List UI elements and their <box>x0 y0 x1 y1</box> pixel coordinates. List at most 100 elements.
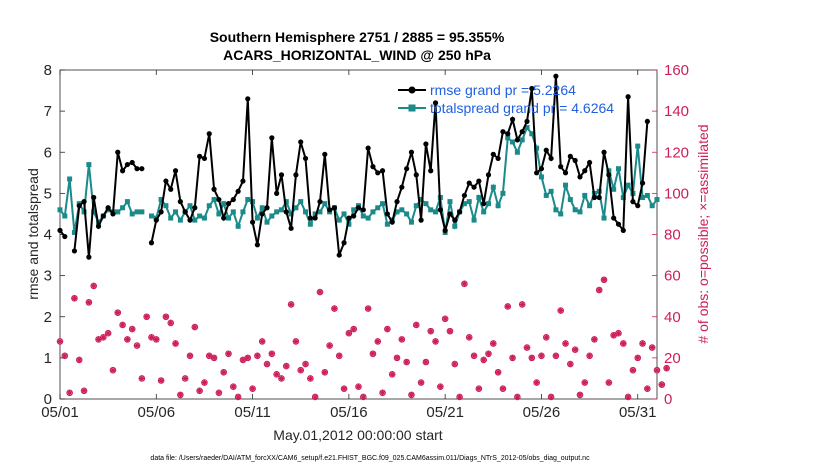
rmse-point <box>375 170 381 176</box>
spread-point <box>611 186 617 192</box>
spread-point <box>177 217 183 223</box>
spread-point <box>303 209 309 215</box>
obs-assimilated-point <box>206 352 213 359</box>
obs-assimilated-point <box>620 340 627 347</box>
rmse-point <box>317 199 323 205</box>
rmse-point <box>534 170 540 176</box>
spread-point <box>365 215 371 221</box>
y-tick-label-right: 20 <box>664 350 681 367</box>
y-tick-label-right: 160 <box>664 62 689 79</box>
spread-point <box>543 192 549 198</box>
obs-assimilated-point <box>220 369 227 376</box>
spread-point <box>317 209 323 215</box>
obs-assimilated-point <box>596 287 603 294</box>
rmse-point <box>500 129 506 135</box>
obs-assimilated-point <box>466 334 473 341</box>
rmse-point <box>543 147 549 153</box>
spread-point <box>158 197 164 203</box>
obs-assimilated-point <box>215 389 222 396</box>
spread-point <box>485 201 491 207</box>
obs-assimilated-point <box>307 375 314 382</box>
spread-point <box>534 145 540 151</box>
obs-assimilated-point <box>177 391 184 398</box>
obs-assimilated-point <box>273 371 280 378</box>
obs-assimilated-point <box>591 336 598 343</box>
rmse-point <box>620 227 626 233</box>
obs-assimilated-point <box>615 330 622 337</box>
rmse-point <box>360 207 366 213</box>
y-tick-label-right: 140 <box>664 103 689 120</box>
rmse-point <box>278 172 285 178</box>
obs-assimilated-point <box>605 379 612 386</box>
x-tick-label: 05/26 <box>523 404 561 421</box>
y-axis-label-right: # of obs: o=possible; ×=assimilated <box>695 124 711 343</box>
spread-point <box>572 207 578 213</box>
spread-point <box>399 207 405 213</box>
rmse-point <box>168 186 174 192</box>
obs-assimilated-point <box>134 342 141 349</box>
rmse-point <box>490 151 496 157</box>
spread-point <box>221 201 227 207</box>
obs-assimilated-point <box>610 332 617 339</box>
rmse-point <box>288 225 294 231</box>
obs-assimilated-point <box>427 328 434 335</box>
x-tick-label: 05/21 <box>426 404 464 421</box>
rmse-point <box>423 141 429 147</box>
obs-assimilated-point <box>552 352 559 359</box>
rmse-point <box>201 155 208 162</box>
rmse-point <box>355 205 362 211</box>
obs-assimilated-point <box>95 336 102 343</box>
y-tick-label-right: 40 <box>664 309 681 326</box>
spread-point <box>148 213 154 219</box>
spread-point <box>601 215 607 221</box>
spread-point <box>640 194 646 200</box>
axis-ticks: 05/01 05/06 05/11 05/16 05/21 05/26 05/31 0 1 2 3 4… <box>41 62 689 421</box>
rmse-point <box>225 201 232 207</box>
rmse-point <box>572 157 578 164</box>
spread-point <box>418 197 424 203</box>
obs-assimilated-point <box>499 385 506 392</box>
rmse-point <box>389 219 395 225</box>
rmse-point <box>524 118 530 125</box>
obs-assimilated-point <box>355 383 362 390</box>
legend-rmse-marker <box>408 86 416 94</box>
obs-assimilated-point <box>418 379 425 386</box>
obs-assimilated-point <box>413 321 420 328</box>
rmse-point <box>139 166 145 172</box>
obs-assimilated-point <box>365 305 372 312</box>
spread-point <box>548 188 554 194</box>
rmse-point <box>635 203 641 209</box>
rmse-point <box>172 168 179 174</box>
obs-assimilated-point <box>509 354 516 361</box>
obs-assimilated-point <box>548 393 555 400</box>
spread-point <box>269 213 275 219</box>
spread-point <box>423 201 429 207</box>
rmse-point <box>442 227 448 233</box>
obs-assimilated-point <box>278 375 285 382</box>
obs-assimilated-point <box>576 391 583 398</box>
y-tick-label-right: 60 <box>664 268 681 285</box>
obs-count-series <box>56 276 670 401</box>
rmse-point <box>153 217 159 223</box>
obs-assimilated-point <box>446 328 453 335</box>
y-axis-label-left: rmse and totalspread <box>25 168 41 300</box>
obs-assimilated-point <box>321 369 328 376</box>
x-axis-label: May.01,2012 00:00:00 start <box>273 427 443 443</box>
y-tick-label-left: 4 <box>44 227 52 244</box>
rmse-point <box>591 194 598 201</box>
rmse-point <box>548 155 554 162</box>
obs-assimilated-point <box>456 393 463 400</box>
obs-assimilated-point <box>379 389 386 396</box>
rmse-point <box>192 205 198 211</box>
y-tick-label-left: 2 <box>44 309 52 326</box>
spread-point <box>654 197 660 203</box>
rmse-point <box>307 215 313 221</box>
rmse-point <box>601 149 607 155</box>
spread-point <box>283 199 289 205</box>
obs-assimilated-point <box>129 326 136 333</box>
obs-assimilated-point <box>302 361 309 368</box>
obs-assimilated-point <box>254 352 261 359</box>
obs-assimilated-point <box>191 324 198 331</box>
chart-title-line2: ACARS_HORIZONTAL_WIND @ 250 hPa <box>223 47 491 63</box>
